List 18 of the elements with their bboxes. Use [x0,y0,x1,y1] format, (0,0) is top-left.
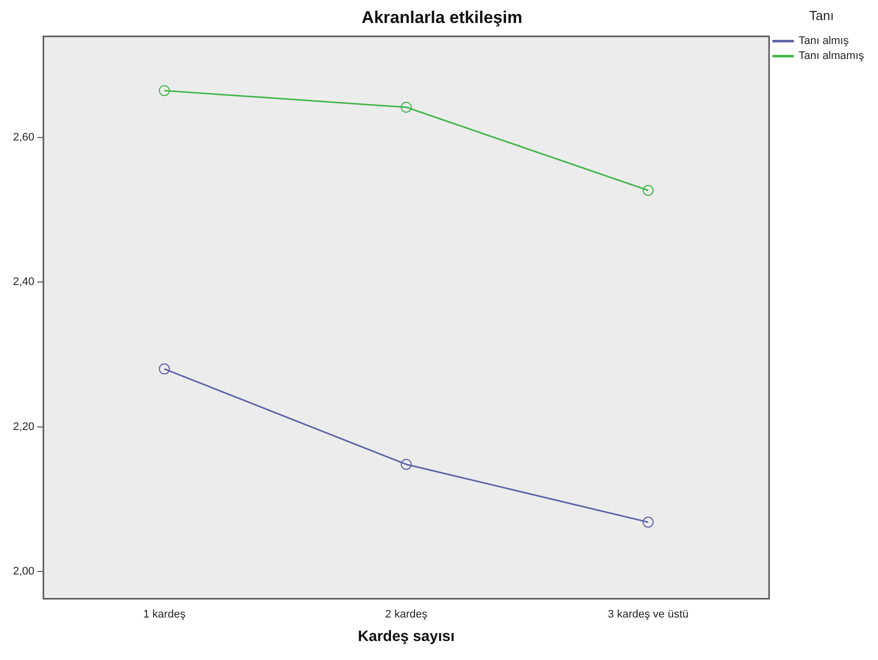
legend-title: Tanı [809,8,834,24]
x-tick-label: 1 kardeş [143,608,186,620]
point [158,363,170,374]
point [158,85,170,96]
point [400,102,412,113]
point [400,458,412,470]
point [642,516,654,528]
x-tick-label: 2 kardeş [385,608,428,620]
y-tick-label: 2,60 [12,132,34,144]
y-tick-label: 2,20 [12,420,34,433]
point [642,184,654,196]
x-axis-title: Kardeş sayısı [358,628,455,646]
legend-label: Tanı almış [798,35,850,48]
y-tick-label: 2,40 [12,276,34,288]
chart-title: Akranlarla etkileşim [362,8,522,27]
x-tick-label: 3 kardeş ve üstü [608,608,689,620]
legend-label: Tanı almamış [798,50,864,62]
y-tick-label: 2,00 [12,565,34,578]
